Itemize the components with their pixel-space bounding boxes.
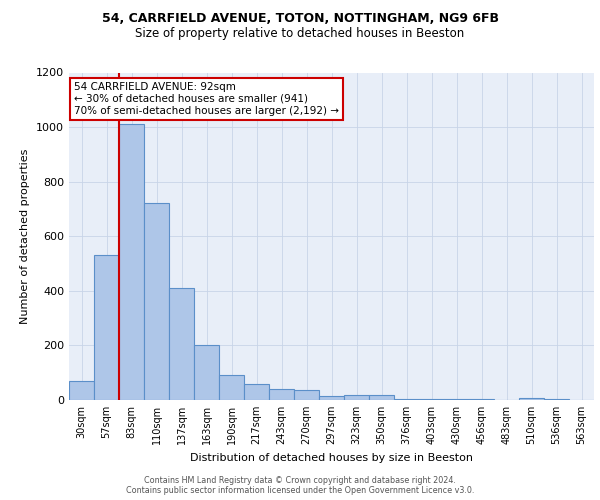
- Y-axis label: Number of detached properties: Number of detached properties: [20, 148, 31, 324]
- Bar: [169, 288, 194, 400]
- Bar: [294, 390, 319, 400]
- Bar: [519, 398, 544, 400]
- Bar: [394, 398, 419, 400]
- Bar: [344, 394, 369, 400]
- Bar: [269, 389, 294, 400]
- Bar: [119, 124, 144, 400]
- X-axis label: Distribution of detached houses by size in Beeston: Distribution of detached houses by size …: [190, 452, 473, 462]
- Bar: [419, 399, 444, 400]
- Bar: [194, 346, 219, 400]
- Bar: [369, 395, 394, 400]
- Bar: [319, 396, 344, 400]
- Text: 54, CARRFIELD AVENUE, TOTON, NOTTINGHAM, NG9 6FB: 54, CARRFIELD AVENUE, TOTON, NOTTINGHAM,…: [101, 12, 499, 26]
- Bar: [144, 204, 169, 400]
- Bar: [244, 384, 269, 400]
- Bar: [69, 381, 94, 400]
- Text: Contains HM Land Registry data © Crown copyright and database right 2024.
Contai: Contains HM Land Registry data © Crown c…: [126, 476, 474, 495]
- Text: Size of property relative to detached houses in Beeston: Size of property relative to detached ho…: [136, 28, 464, 40]
- Bar: [219, 376, 244, 400]
- Text: 54 CARRFIELD AVENUE: 92sqm
← 30% of detached houses are smaller (941)
70% of sem: 54 CARRFIELD AVENUE: 92sqm ← 30% of deta…: [74, 82, 339, 116]
- Bar: [94, 256, 119, 400]
